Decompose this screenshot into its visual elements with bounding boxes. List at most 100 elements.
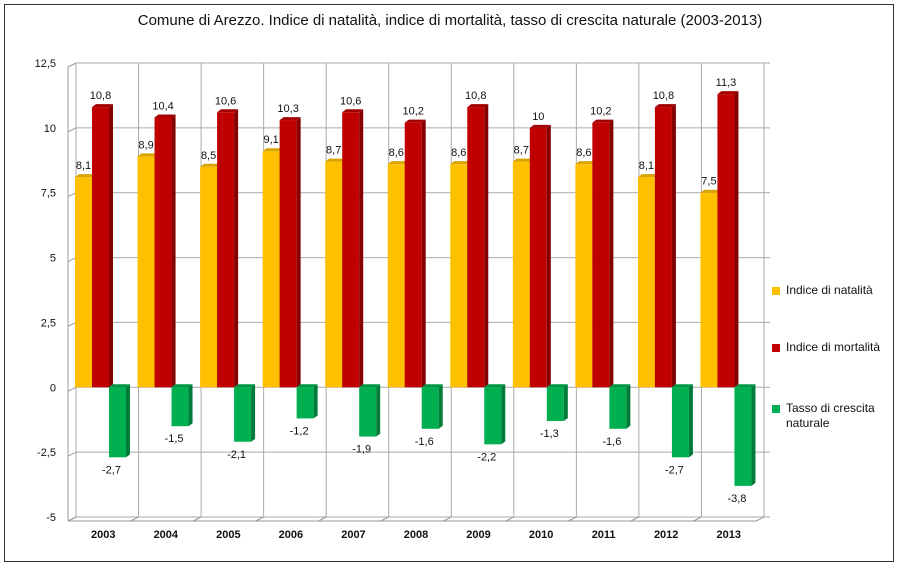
bar-side bbox=[501, 384, 506, 445]
data-label: -1,9 bbox=[352, 444, 371, 456]
legend-swatch bbox=[772, 344, 780, 352]
legend-swatch bbox=[772, 405, 780, 413]
bar-1 bbox=[92, 107, 109, 388]
bar-2 bbox=[484, 387, 502, 445]
bar-0 bbox=[575, 164, 593, 388]
data-label: 8,1 bbox=[639, 160, 654, 172]
data-label: 8,5 bbox=[201, 150, 216, 162]
floor-line bbox=[130, 516, 139, 522]
bar-top bbox=[512, 158, 534, 162]
x-tick-label: 2013 bbox=[716, 529, 740, 541]
bar-0 bbox=[637, 177, 655, 388]
data-label: 10,8 bbox=[653, 90, 674, 102]
legend-label: Indice di natalità bbox=[786, 283, 873, 297]
data-label: 8,9 bbox=[138, 139, 153, 151]
bar-top bbox=[387, 161, 409, 165]
data-label: 8,1 bbox=[76, 160, 91, 172]
bar-side bbox=[109, 104, 113, 388]
gridline-tick bbox=[67, 62, 77, 68]
bar-2 bbox=[421, 387, 439, 429]
bar-top bbox=[234, 384, 256, 388]
data-label: -1,5 bbox=[165, 433, 184, 445]
bar-top bbox=[279, 117, 301, 121]
legend-swatch bbox=[772, 287, 780, 295]
data-label: 10,2 bbox=[403, 106, 424, 118]
data-label: 11,3 bbox=[716, 77, 737, 89]
bar-1 bbox=[279, 120, 297, 388]
bar-top bbox=[296, 384, 318, 388]
bar-0 bbox=[262, 151, 280, 388]
data-label: 8,6 bbox=[576, 147, 591, 159]
bar-top bbox=[421, 384, 443, 388]
bar-top bbox=[325, 158, 347, 162]
data-label: -1,2 bbox=[290, 425, 309, 437]
bar-2 bbox=[734, 387, 752, 486]
data-label: -2,7 bbox=[102, 464, 121, 476]
y-tick-label: 12,5 bbox=[35, 58, 56, 70]
bar-top bbox=[359, 384, 381, 388]
bar-top bbox=[592, 119, 614, 123]
bar-side bbox=[376, 384, 381, 437]
bar-side bbox=[546, 124, 551, 388]
bar-top bbox=[109, 384, 130, 388]
bar-top bbox=[529, 124, 551, 128]
bar-side bbox=[751, 384, 756, 486]
bar-0 bbox=[200, 166, 218, 388]
data-label: 10,4 bbox=[152, 100, 173, 112]
x-tick-label: 2005 bbox=[216, 529, 240, 541]
data-label: 10,3 bbox=[277, 103, 298, 115]
bar-0 bbox=[137, 156, 155, 388]
bar-top bbox=[404, 119, 426, 123]
bar-top bbox=[654, 104, 676, 108]
y-tick-label: -2,5 bbox=[37, 447, 56, 459]
data-label: 10 bbox=[532, 111, 544, 123]
y-tick-label: 0 bbox=[50, 382, 56, 394]
gridline-tick bbox=[67, 127, 77, 133]
bar-top bbox=[262, 148, 284, 152]
x-tick-label: 2010 bbox=[529, 529, 553, 541]
bar-top bbox=[575, 161, 597, 165]
bar-2 bbox=[109, 387, 126, 458]
floor-line bbox=[317, 516, 327, 522]
bar-1 bbox=[467, 107, 485, 388]
bar-top bbox=[734, 384, 756, 388]
floor-line bbox=[67, 516, 77, 522]
floor-line bbox=[255, 516, 264, 522]
y-tick-label: 2,5 bbox=[41, 317, 56, 329]
bar-2 bbox=[359, 387, 377, 437]
x-tick-label: 2006 bbox=[279, 529, 303, 541]
bar-top bbox=[75, 174, 96, 178]
data-label: -3,8 bbox=[727, 493, 746, 505]
bar-top bbox=[700, 189, 722, 193]
bar-side bbox=[609, 119, 614, 388]
x-tick-label: 2003 bbox=[91, 529, 115, 541]
bar-side bbox=[421, 119, 426, 388]
bar-top bbox=[450, 161, 472, 165]
floor-line bbox=[443, 516, 452, 522]
data-label: -1,6 bbox=[602, 436, 621, 448]
bar-2 bbox=[546, 387, 564, 422]
legend-item-natalita: Indice di natalità bbox=[772, 283, 873, 298]
bar-0 bbox=[700, 192, 718, 388]
x-tick-label: 2011 bbox=[592, 529, 616, 541]
y-tick-label: 10 bbox=[44, 123, 56, 135]
x-tick-label: 2004 bbox=[154, 529, 179, 541]
data-label: 10,8 bbox=[465, 90, 486, 102]
bar-top bbox=[200, 163, 222, 167]
bar-side bbox=[563, 384, 568, 422]
bar-top bbox=[217, 109, 239, 113]
bar-side bbox=[671, 104, 676, 388]
bar-top bbox=[137, 153, 159, 157]
data-label: -1,3 bbox=[540, 428, 559, 440]
x-tick-label: 2008 bbox=[404, 529, 428, 541]
bar-top bbox=[92, 104, 113, 108]
floor-line bbox=[693, 516, 702, 522]
bar-side bbox=[734, 91, 739, 388]
bar-2 bbox=[296, 387, 314, 419]
bar-side bbox=[171, 114, 176, 388]
data-label: 8,7 bbox=[326, 145, 341, 157]
bar-side bbox=[484, 104, 489, 388]
bar-side bbox=[438, 384, 443, 429]
floor-line bbox=[192, 516, 202, 522]
data-label: 7,5 bbox=[701, 176, 716, 188]
